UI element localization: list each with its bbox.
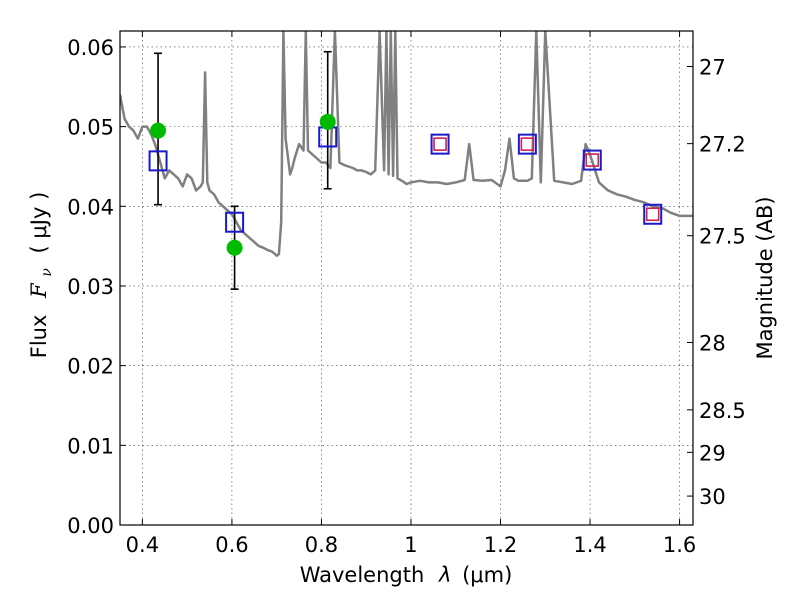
grid [120, 31, 693, 526]
y-axis-title: Flux F ν ( μJy ) [27, 192, 56, 359]
x-axis-title-prefix: Wavelength [300, 563, 425, 587]
y-tick-label: 0.02 [67, 355, 114, 379]
x-tick-label: 1.6 [663, 533, 696, 557]
y-tick-label: 0.05 [67, 116, 114, 140]
y-axis-title-units: ( μJy ) [27, 192, 51, 254]
inner-square-marker [585, 153, 600, 167]
y-axis-title-subscript: ν [39, 268, 55, 277]
magnitude-tick-label: 28 [699, 331, 726, 355]
model-square-marker [430, 133, 450, 155]
x-tick-label: 0.6 [215, 533, 248, 557]
observed-flux-point [226, 239, 243, 256]
y-tick-label: 0.03 [67, 275, 114, 299]
y-tick-label: 0.04 [67, 195, 114, 219]
x-axis-title-symbol: λ [438, 563, 451, 587]
y-tick-label: 0.01 [67, 434, 114, 458]
inner-square-marker [433, 137, 447, 151]
x-tick-label: 1 [404, 533, 417, 557]
magnitude-tick-label: 28.5 [699, 399, 746, 423]
observed-flux-point [150, 122, 167, 139]
model-square-marker [225, 211, 245, 233]
magnitude-tick-label: 29 [699, 441, 726, 465]
model-square-marker [643, 203, 663, 225]
inner-square-marker [520, 137, 535, 151]
x-tick-label: 0.8 [305, 533, 338, 557]
model-square-marker [582, 149, 602, 171]
y-axis-title-prefix: Flux [27, 315, 51, 359]
x-axis-title-units: (μm) [462, 563, 512, 587]
y-axis-title-symbol: F [27, 282, 51, 299]
model-square-marker [148, 150, 168, 172]
axes: 0.4 0.6 0.8 1 1.2 1.4 1.6 0.00 0.01 0.02 0.03 0.04 0… [67, 30, 746, 557]
magnitude-tick-label: 27 [699, 56, 726, 80]
y-tick-label: 0.00 [67, 514, 114, 538]
x-tick-label: 0.4 [126, 533, 159, 557]
plot-area [120, 31, 693, 290]
model-square-marker [517, 133, 537, 155]
y-tick-label: 0.06 [67, 36, 114, 60]
magnitude-tick-label: 27.5 [699, 225, 746, 249]
magnitude-tick-label: 30 [699, 485, 726, 509]
x-tick-label: 1.2 [484, 533, 517, 557]
magnitude-tick-label: 27.2 [699, 133, 746, 157]
magnitude-axis-title: Magnitude (AB) [753, 196, 777, 359]
observed-flux-point [319, 113, 336, 130]
x-tick-label: 1.4 [573, 533, 606, 557]
spectrum-line [120, 31, 693, 257]
inner-square-marker [645, 207, 660, 222]
x-axis-title: Wavelength λ (μm) [300, 563, 513, 587]
plot-frame [119, 30, 694, 526]
